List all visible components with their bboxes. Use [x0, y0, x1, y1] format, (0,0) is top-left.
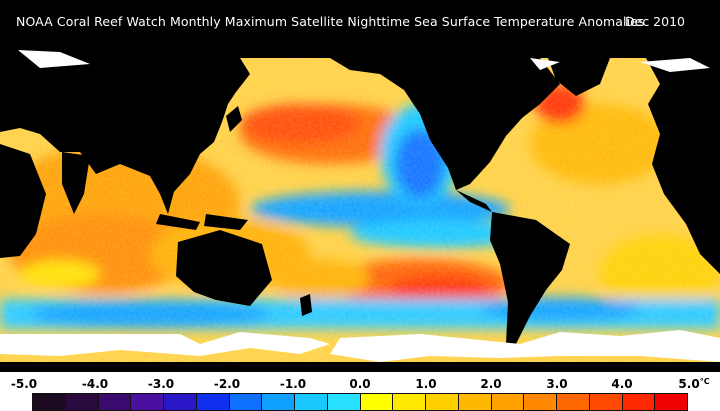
- legend-swatch: [524, 394, 557, 410]
- legend-swatch: [458, 394, 492, 410]
- legend-tick: 3.0: [546, 377, 568, 391]
- legend-swatch: [32, 394, 66, 410]
- legend-color-bar: [32, 393, 688, 411]
- legend-swatch: [98, 394, 132, 410]
- legend-tick: 2.0: [480, 377, 502, 391]
- legend-swatch: [164, 394, 197, 410]
- legend-swatch: [295, 394, 328, 410]
- legend-swatch: [491, 394, 525, 410]
- legend-tick: -2.0: [213, 377, 241, 391]
- legend-swatch: [65, 394, 99, 410]
- legend-tick: 5.0: [678, 377, 700, 391]
- legend-tick-max: 5.0°C: [678, 377, 709, 391]
- color-legend: -5.0 -4.0 -3.0 -2.0 -1.0 0.0 1.0 2.0 3.0…: [0, 372, 720, 411]
- legend-swatch: [622, 394, 656, 410]
- legend-tick: -5.0: [10, 377, 38, 391]
- legend-unit: °C: [699, 377, 710, 386]
- legend-swatch: [131, 394, 164, 410]
- legend-swatch: [327, 394, 361, 410]
- map-date: Dec 2010: [625, 14, 685, 29]
- legend-swatch: [360, 394, 394, 410]
- legend-swatch: [393, 394, 426, 410]
- legend-tick: -3.0: [147, 377, 175, 391]
- legend-swatch: [426, 394, 459, 410]
- sst-anomaly-map: [0, 44, 720, 372]
- legend-swatch: [655, 394, 688, 410]
- map-title: NOAA Coral Reef Watch Monthly Maximum Sa…: [16, 14, 645, 29]
- legend-swatch: [589, 394, 623, 410]
- legend-tick: 4.0: [611, 377, 633, 391]
- legend-swatch: [262, 394, 295, 410]
- legend-swatch: [557, 394, 590, 410]
- legend-tick: 0.0: [349, 377, 371, 391]
- legend-tick: -1.0: [279, 377, 307, 391]
- title-bar: NOAA Coral Reef Watch Monthly Maximum Sa…: [0, 0, 720, 44]
- sea-ice: [0, 50, 720, 362]
- land: [0, 44, 720, 372]
- legend-swatch: [229, 394, 263, 410]
- legend-tick: -4.0: [81, 377, 109, 391]
- legend-swatch: [196, 394, 230, 410]
- legend-tick: 1.0: [415, 377, 437, 391]
